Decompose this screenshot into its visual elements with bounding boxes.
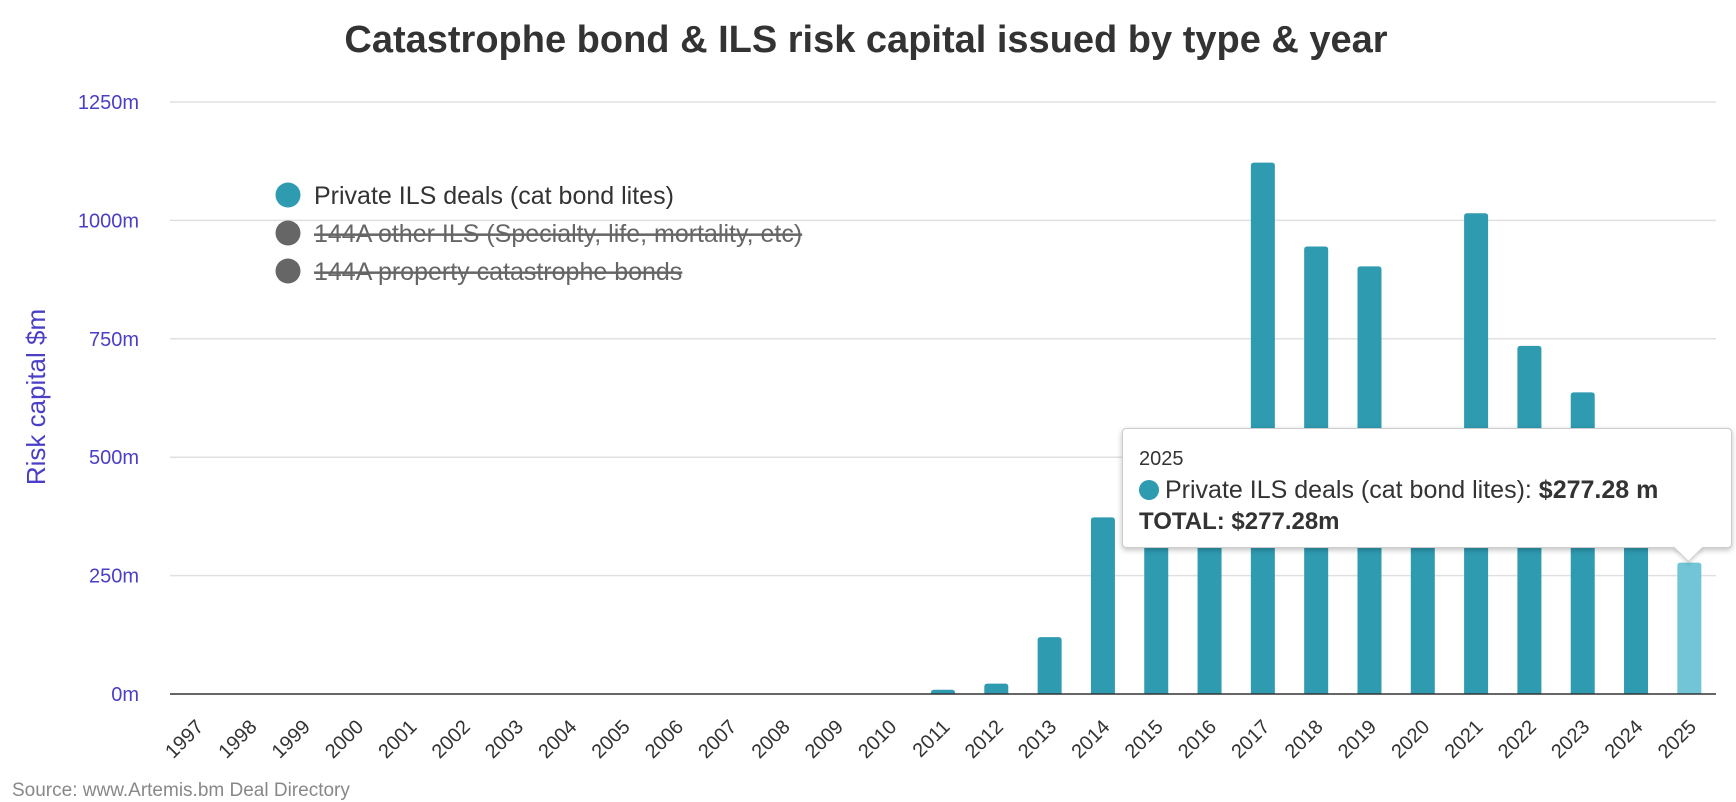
- x-tick-label: 2015: [1121, 716, 1168, 763]
- y-tick-label: 1000m: [78, 210, 139, 232]
- x-tick-label: 2007: [694, 716, 741, 763]
- x-tick-label: 2001: [374, 716, 421, 763]
- x-axis-ticks: 1997 1998 1999 2000 2001 2002 2003 2004 2005 2006…: [161, 716, 1701, 763]
- bar-2025[interactable]: [1677, 562, 1702, 694]
- bar-2015[interactable]: [1144, 499, 1169, 694]
- tooltip-year: 2025: [1139, 448, 1184, 470]
- x-tick-label: 2018: [1281, 716, 1328, 763]
- x-tick-label: 2004: [534, 716, 581, 763]
- x-tick-label: 2002: [428, 716, 475, 763]
- x-tick-label: 2023: [1547, 716, 1594, 763]
- x-tick-label: 2024: [1601, 716, 1648, 763]
- x-tick-label: 1998: [214, 716, 261, 763]
- x-tick-label: 2020: [1387, 716, 1434, 763]
- x-tick-label: 2010: [854, 716, 901, 763]
- bar-2013[interactable]: [1037, 637, 1062, 694]
- x-tick-label: 2008: [748, 716, 795, 763]
- y-tick-label: 0m: [111, 684, 139, 706]
- tooltip-total: TOTAL: $277.28m: [1139, 508, 1340, 535]
- chart-title: Catastrophe bond & ILS risk capital issu…: [344, 19, 1387, 61]
- x-tick-label: 2012: [961, 716, 1008, 763]
- x-tick-label: 2022: [1494, 716, 1541, 763]
- x-tick-label: 2021: [1441, 716, 1488, 763]
- legend-label[interactable]: 144A property catastrophe bonds: [314, 258, 682, 286]
- legend-marker-icon: [275, 182, 301, 208]
- legend-marker-icon: [275, 220, 301, 246]
- x-tick-label: 2006: [641, 716, 688, 763]
- tooltip-series-row: Private ILS deals (cat bond lites): $277…: [1139, 473, 1715, 507]
- x-tick-label: 2005: [588, 716, 635, 763]
- bar-2011[interactable]: [931, 689, 955, 694]
- legend-item-1[interactable]: Private ILS deals (cat bond lites): [275, 182, 674, 210]
- y-axis-label: Risk capital $m: [21, 309, 51, 485]
- legend: Private ILS deals (cat bond lites) 144A o…: [275, 182, 803, 286]
- y-tick-label: 1250m: [78, 92, 139, 114]
- tooltip-value: $277.28 m: [1538, 476, 1659, 504]
- x-tick-label: 2003: [481, 716, 528, 763]
- x-tick-label: 2009: [801, 716, 848, 763]
- bar-2014[interactable]: [1090, 517, 1115, 694]
- x-tick-label: 2017: [1227, 716, 1274, 763]
- x-tick-label: 2013: [1014, 716, 1061, 763]
- source-credit[interactable]: Source: www.Artemis.bm Deal Directory: [12, 780, 350, 801]
- legend-label[interactable]: Private ILS deals (cat bond lites): [314, 182, 674, 210]
- bar-2012[interactable]: [984, 683, 1009, 694]
- y-tick-label: 250m: [89, 566, 139, 588]
- x-tick-label: 2019: [1334, 716, 1381, 763]
- y-tick-label: 750m: [89, 329, 139, 351]
- tooltip-series-label: Private ILS deals (cat bond lites):: [1165, 476, 1539, 504]
- legend-item-2[interactable]: 144A other ILS (Specialty, life, mortali…: [275, 220, 803, 248]
- tooltip: 2025 Private ILS deals (cat bond lites):…: [1122, 428, 1732, 548]
- legend-item-3[interactable]: 144A property catastrophe bonds: [275, 258, 683, 286]
- y-axis-ticks: 0m 250m 500m 750m 1000m 1250m: [78, 92, 139, 706]
- series-color-dot-icon: [1139, 480, 1159, 500]
- x-tick-label: 2025: [1654, 716, 1701, 763]
- legend-marker-icon: [275, 258, 301, 284]
- x-tick-label: 2011: [909, 716, 955, 762]
- x-tick-label: 2014: [1067, 716, 1114, 763]
- y-tick-label: 500m: [89, 447, 139, 469]
- legend-label[interactable]: 144A other ILS (Specialty, life, mortali…: [314, 220, 802, 248]
- x-tick-label: 2000: [321, 716, 368, 763]
- x-tick-label: 1999: [268, 716, 315, 763]
- x-tick-label: 2016: [1174, 716, 1221, 763]
- x-tick-label: 1997: [161, 716, 208, 763]
